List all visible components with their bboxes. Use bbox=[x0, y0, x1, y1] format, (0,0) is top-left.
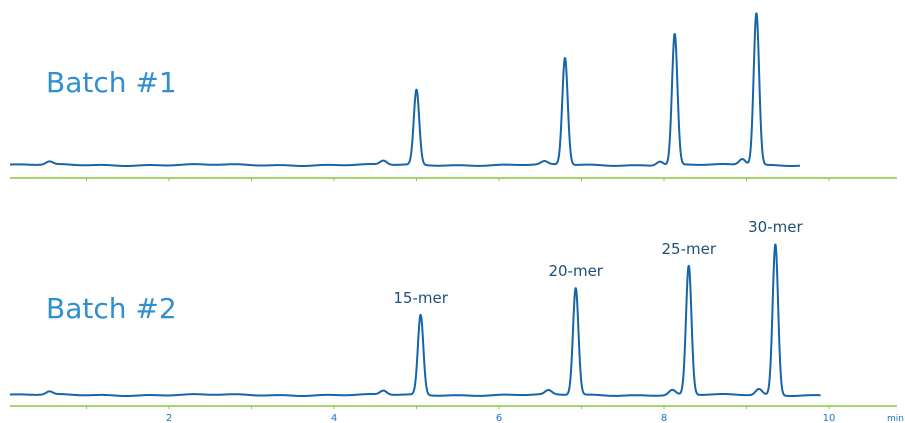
x-tick-label: 6 bbox=[496, 413, 502, 423]
x-tick-label: 4 bbox=[331, 413, 337, 423]
batch-1-label: Batch #1 bbox=[46, 66, 177, 99]
chromatogram-trace-2 bbox=[9, 243, 822, 397]
x-tick-label: 8 bbox=[661, 413, 667, 423]
peak-label: 25-mer bbox=[661, 240, 716, 258]
x-axis-unit-label: min bbox=[887, 414, 904, 423]
peak-label: 15-mer bbox=[393, 289, 448, 307]
peak-label: 20-mer bbox=[548, 262, 603, 280]
batch-2-panel: Batch #2 15-mer 20-mer 25-mer 30-mer 2 4 6 8 10 bbox=[9, 218, 897, 423]
chromatogram-trace-1 bbox=[9, 12, 801, 167]
batch-1-panel: Batch #1 bbox=[9, 12, 897, 181]
batch-2-label: Batch #2 bbox=[46, 292, 177, 325]
x-tick-label: 2 bbox=[166, 413, 172, 423]
peak-label: 30-mer bbox=[748, 218, 803, 236]
x-tick-label: 10 bbox=[823, 413, 836, 423]
